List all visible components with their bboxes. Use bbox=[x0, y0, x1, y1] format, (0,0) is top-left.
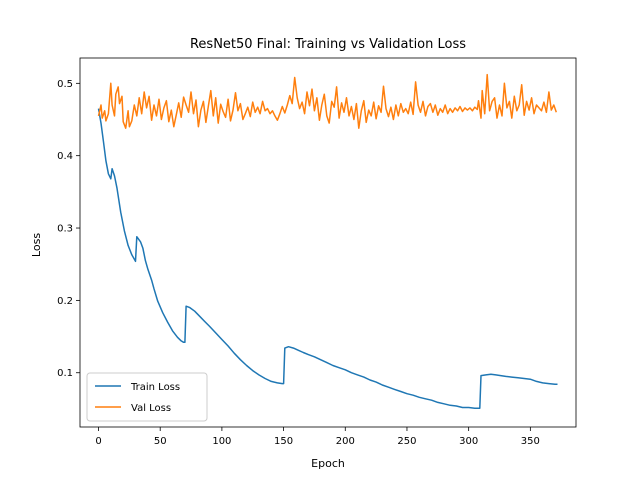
y-tick-label: 0.2 bbox=[57, 296, 73, 307]
x-tick-label: 300 bbox=[459, 436, 478, 447]
x-tick-label: 50 bbox=[154, 436, 167, 447]
y-tick-label: 0.3 bbox=[57, 224, 73, 235]
y-tick-label: 0.1 bbox=[57, 368, 73, 379]
x-tick-label: 0 bbox=[95, 436, 101, 447]
legend-entry: Val Loss bbox=[131, 403, 171, 414]
legend: Train Loss Val Loss bbox=[86, 372, 208, 422]
y-tick-label: 0.5 bbox=[57, 79, 73, 90]
x-tick-label: 200 bbox=[336, 436, 355, 447]
y-axis-label: Loss bbox=[30, 233, 43, 257]
x-tick-label: 150 bbox=[274, 436, 293, 447]
x-tick-label: 350 bbox=[521, 436, 540, 447]
legend-entry: Train Loss bbox=[130, 382, 180, 393]
plot-area: 0 50 100 150 200 250 300 350 0.1 0.2 0.3 0.4 0.5 bbox=[57, 57, 577, 447]
chart-title: ResNet50 Final: Training vs Validation L… bbox=[190, 37, 466, 52]
series-line-val-loss bbox=[97, 73, 558, 129]
legend-box bbox=[86, 372, 208, 422]
y-tick-label: 0.4 bbox=[57, 151, 73, 162]
x-tick-label: 100 bbox=[212, 436, 231, 447]
x-tick-label: 250 bbox=[397, 436, 416, 447]
series-line-train-loss bbox=[97, 108, 558, 409]
x-axis-label: Epoch bbox=[311, 457, 345, 470]
axes-frame bbox=[79, 57, 577, 428]
